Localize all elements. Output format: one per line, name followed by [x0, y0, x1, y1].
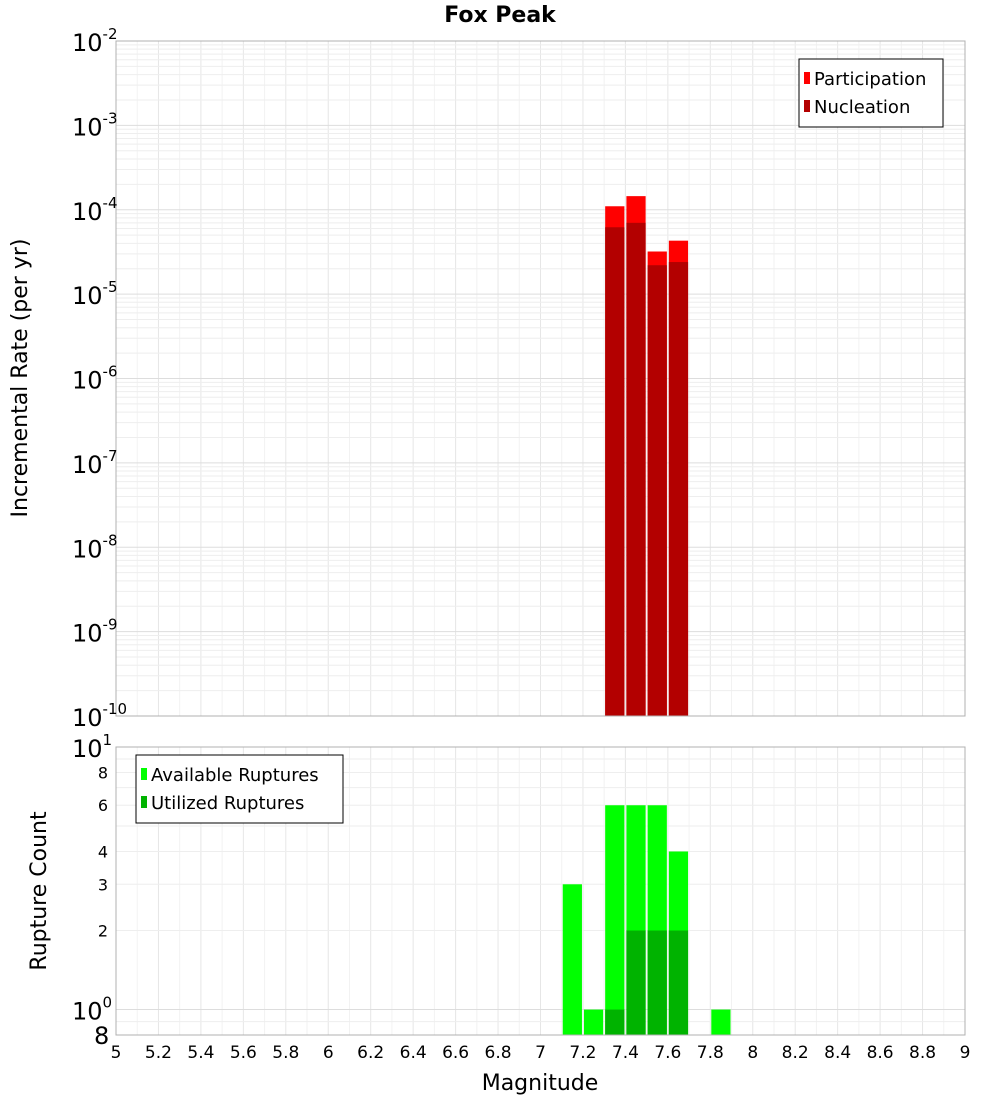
y-tick-label: 10-10 — [72, 700, 127, 732]
bar-available-ruptures — [583, 1009, 604, 1035]
bar-nucleation — [605, 227, 625, 716]
x-tick-label: 5.4 — [187, 1043, 214, 1063]
legend-box — [798, 58, 944, 128]
x-tick-label: 9 — [960, 1043, 971, 1063]
x-tick-label: 5.8 — [272, 1043, 299, 1063]
y-tick-label: 8 — [98, 763, 108, 782]
bottom-plot-bars — [562, 805, 731, 1035]
top-y-tick-labels: 10-10 10-9 10-8 10-7 10-6 10-5 10-4 10-3 10-2 — [72, 25, 127, 732]
x-tick-label: 6.2 — [357, 1043, 384, 1063]
legend-label: Participation — [814, 69, 926, 90]
x-tick-label: 5.2 — [145, 1043, 172, 1063]
x-tick-label: 8.8 — [909, 1043, 936, 1063]
x-tick-label: 8.4 — [824, 1043, 851, 1063]
legend-swatch — [804, 100, 810, 112]
legend-box — [135, 754, 344, 824]
legend-label: Nucleation — [814, 97, 910, 118]
y-tick-label: 10-3 — [72, 109, 118, 141]
x-tick-label: 7.4 — [612, 1043, 639, 1063]
legend-label: Available Ruptures — [151, 765, 319, 786]
legend-swatch — [804, 72, 810, 84]
x-tick-labels: 5 5.2 5.4 5.6 5.8 6 6.2 6.4 6.6 6.8 7 7.2 7.4 7.6 7.8 8… — [111, 1043, 971, 1063]
y-tick-label: 10-6 — [72, 363, 118, 395]
bottom-legend: Available Ruptures Utilized Ruptures — [135, 754, 344, 824]
top-y-axis-label: Incremental Rate (per yr) — [8, 239, 33, 518]
x-tick-label: 7.6 — [654, 1043, 681, 1063]
y-tick-label-bottom: 8 — [94, 1022, 109, 1050]
bar-available-ruptures — [605, 805, 625, 1035]
y-tick-label: 6 — [98, 796, 108, 815]
y-tick-label: 10-5 — [72, 278, 118, 310]
y-tick-label: 10-4 — [72, 194, 118, 226]
x-tick-label: 8.6 — [867, 1043, 894, 1063]
x-tick-label: 6.8 — [485, 1043, 512, 1063]
x-tick-label: 6 — [323, 1043, 334, 1063]
x-tick-label: 8 — [747, 1043, 758, 1063]
legend-swatch — [141, 768, 147, 780]
y-tick-label: 10-8 — [72, 531, 118, 563]
y-tick-label: 101 — [72, 731, 112, 763]
bar-nucleation — [626, 222, 646, 716]
chart-title: Fox Peak — [444, 3, 557, 28]
x-tick-label: 6.4 — [400, 1043, 427, 1063]
x-tick-label: 7.8 — [697, 1043, 724, 1063]
x-tick-label: 5.6 — [230, 1043, 257, 1063]
x-tick-label: 5 — [111, 1043, 122, 1063]
y-tick-label: 2 — [98, 922, 108, 941]
bar-utilized-ruptures — [647, 930, 667, 1035]
bottom-y-tick-labels: 100 101 2 3 4 6 8 8 — [72, 731, 112, 1050]
legend-label: Utilized Ruptures — [151, 793, 304, 814]
y-tick-label: 10-2 — [72, 25, 118, 57]
bottom-plot-frame — [115, 746, 966, 1036]
bar-utilized-ruptures — [626, 930, 646, 1035]
bottom-y-axis-label: Rupture Count — [27, 811, 52, 971]
bar-utilized-ruptures — [668, 930, 689, 1035]
bar-available-ruptures — [562, 884, 582, 1035]
top-plot-bars — [605, 196, 689, 717]
x-axis-label: Magnitude — [482, 1071, 599, 1096]
top-legend: Participation Nucleation — [798, 58, 944, 128]
x-tick-label: 6.6 — [442, 1043, 469, 1063]
x-tick-label: 8.2 — [782, 1043, 809, 1063]
x-tick-label: 7 — [535, 1043, 546, 1063]
x-tick-label: 7.2 — [569, 1043, 596, 1063]
y-tick-label: 10-7 — [72, 447, 118, 479]
y-tick-label: 10-9 — [72, 616, 118, 648]
legend-swatch — [141, 796, 147, 808]
bar-utilized-ruptures — [605, 1009, 625, 1035]
bar-available-ruptures — [711, 1009, 731, 1035]
top-plot-frame — [115, 40, 966, 717]
y-tick-label: 3 — [98, 875, 108, 894]
y-tick-label: 4 — [98, 842, 108, 861]
bar-nucleation — [668, 262, 689, 716]
bar-nucleation — [647, 265, 667, 716]
top-plot-grid — [115, 41, 966, 717]
y-tick-label: 100 — [72, 994, 112, 1026]
